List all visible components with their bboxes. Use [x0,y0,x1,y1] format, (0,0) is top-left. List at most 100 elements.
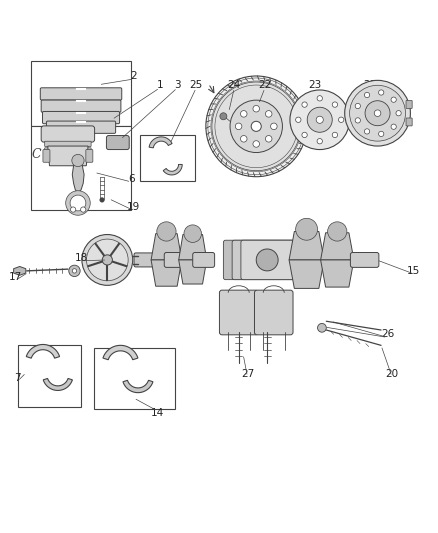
Circle shape [82,235,133,285]
FancyBboxPatch shape [45,148,91,153]
Text: 24: 24 [228,80,241,90]
Circle shape [157,222,176,241]
Circle shape [378,90,384,95]
FancyBboxPatch shape [42,111,120,124]
Polygon shape [94,348,175,409]
Circle shape [72,155,84,167]
Circle shape [265,135,272,142]
Text: 21: 21 [364,80,377,90]
Polygon shape [179,235,207,260]
Text: 14: 14 [151,408,164,418]
Circle shape [355,118,360,123]
Circle shape [298,111,304,118]
Circle shape [184,225,201,243]
Circle shape [86,239,128,281]
Text: 25: 25 [190,80,203,90]
Circle shape [365,101,390,126]
Polygon shape [289,260,324,288]
Circle shape [212,82,300,171]
Circle shape [251,122,261,131]
Polygon shape [103,345,138,360]
Circle shape [69,265,80,277]
Text: 1: 1 [156,80,163,90]
Circle shape [339,117,344,123]
FancyBboxPatch shape [86,150,93,162]
Polygon shape [48,146,88,166]
FancyBboxPatch shape [134,253,164,267]
FancyBboxPatch shape [223,240,311,280]
Circle shape [102,255,113,265]
Polygon shape [321,233,354,260]
Circle shape [364,92,370,98]
Polygon shape [151,233,182,260]
Circle shape [240,111,247,117]
FancyBboxPatch shape [43,150,50,162]
Text: 18: 18 [74,253,88,263]
Circle shape [332,102,338,107]
Polygon shape [43,378,72,391]
Circle shape [100,198,104,202]
FancyBboxPatch shape [406,118,412,126]
Text: 17: 17 [9,272,22,282]
FancyBboxPatch shape [406,101,412,108]
Circle shape [318,324,326,332]
Circle shape [302,102,307,107]
Polygon shape [26,344,60,358]
Polygon shape [123,380,153,393]
FancyBboxPatch shape [164,253,186,268]
Circle shape [265,111,272,117]
FancyBboxPatch shape [106,135,129,150]
Circle shape [206,76,307,177]
Circle shape [302,132,307,138]
Circle shape [374,110,381,117]
FancyBboxPatch shape [241,240,293,280]
Text: 3: 3 [174,80,181,90]
Circle shape [396,110,401,116]
Polygon shape [151,260,182,286]
Circle shape [307,107,332,132]
Circle shape [81,207,86,212]
Circle shape [345,80,410,146]
Circle shape [317,95,322,101]
Polygon shape [140,135,195,181]
Text: 6: 6 [128,174,135,184]
Text: 7: 7 [14,373,21,383]
FancyBboxPatch shape [40,88,122,100]
Circle shape [317,139,322,144]
Text: 15: 15 [407,266,420,276]
Circle shape [240,135,247,142]
FancyBboxPatch shape [41,126,95,142]
Circle shape [271,123,277,130]
Circle shape [235,123,242,130]
Polygon shape [14,266,26,275]
Text: 20: 20 [385,369,399,379]
Circle shape [296,117,301,123]
Text: 26: 26 [381,329,394,340]
Circle shape [355,103,360,109]
Polygon shape [149,137,172,148]
Text: 23: 23 [309,80,322,90]
FancyBboxPatch shape [193,253,215,268]
Text: C: C [32,148,41,161]
Text: 22: 22 [258,80,272,90]
Circle shape [256,249,278,271]
FancyBboxPatch shape [219,290,258,335]
FancyBboxPatch shape [45,155,91,159]
Text: 27: 27 [241,369,254,379]
Circle shape [230,100,283,152]
Circle shape [378,131,384,136]
Polygon shape [31,126,131,209]
Circle shape [290,90,350,150]
Polygon shape [321,260,354,287]
Circle shape [350,85,406,141]
FancyBboxPatch shape [46,121,116,133]
Circle shape [253,106,259,112]
Circle shape [296,219,318,240]
Polygon shape [163,165,182,175]
Polygon shape [179,260,207,284]
Circle shape [316,116,323,123]
FancyBboxPatch shape [45,141,91,147]
Circle shape [391,97,396,102]
FancyBboxPatch shape [41,100,121,112]
Circle shape [332,132,338,138]
